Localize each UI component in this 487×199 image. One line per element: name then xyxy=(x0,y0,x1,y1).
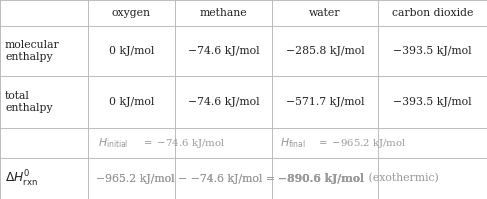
Text: −74.6 kJ/mol: −74.6 kJ/mol xyxy=(187,46,259,56)
Text: (exothermic): (exothermic) xyxy=(365,173,438,184)
Text: −393.5 kJ/mol: −393.5 kJ/mol xyxy=(393,46,472,56)
Text: −285.8 kJ/mol: −285.8 kJ/mol xyxy=(285,46,364,56)
Text: −965.2 kJ/mol − −74.6 kJ/mol =: −965.2 kJ/mol − −74.6 kJ/mol = xyxy=(96,174,279,183)
Text: $\mathit{H}_{\rm final}$: $\mathit{H}_{\rm final}$ xyxy=(280,136,306,150)
Text: $=$ $-$965.2 kJ/mol: $=$ $-$965.2 kJ/mol xyxy=(313,137,407,149)
Text: $=$ $-$74.6 kJ/mol: $=$ $-$74.6 kJ/mol xyxy=(138,137,225,149)
Text: methane: methane xyxy=(200,8,247,18)
Text: oxygen: oxygen xyxy=(112,8,151,18)
Text: 0 kJ/mol: 0 kJ/mol xyxy=(109,46,154,56)
Text: carbon dioxide: carbon dioxide xyxy=(392,8,473,18)
Text: −890.6 kJ/mol: −890.6 kJ/mol xyxy=(279,173,365,184)
Text: −74.6 kJ/mol: −74.6 kJ/mol xyxy=(187,97,259,107)
Text: −393.5 kJ/mol: −393.5 kJ/mol xyxy=(393,97,472,107)
Text: $\mathit{H}_{\rm initial}$: $\mathit{H}_{\rm initial}$ xyxy=(98,136,129,150)
Text: −965.2 kJ/mol − −74.6 kJ/mol =: −965.2 kJ/mol − −74.6 kJ/mol = xyxy=(96,174,279,183)
Text: $\Delta H^0_{\rm rxn}$: $\Delta H^0_{\rm rxn}$ xyxy=(5,168,38,188)
Text: total
enthalpy: total enthalpy xyxy=(5,91,53,113)
Text: water: water xyxy=(309,8,341,18)
Text: molecular
enthalpy: molecular enthalpy xyxy=(5,40,60,62)
Text: 0 kJ/mol: 0 kJ/mol xyxy=(109,97,154,107)
Text: −571.7 kJ/mol: −571.7 kJ/mol xyxy=(286,97,364,107)
Text: −890.6 kJ/mol: −890.6 kJ/mol xyxy=(279,173,365,184)
